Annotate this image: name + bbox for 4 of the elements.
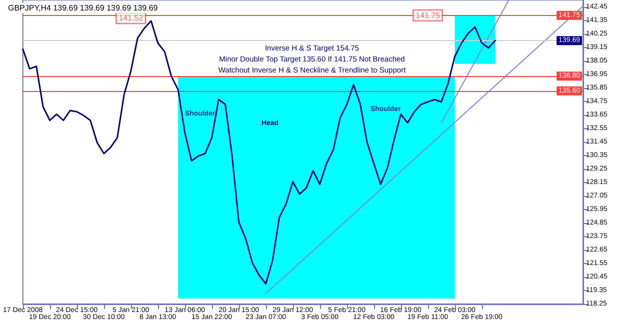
chart-title: GBPJPY,H4 139.69 139.69 139.69 139.69 [8, 4, 158, 12]
annotation: 141.75 [416, 10, 441, 20]
line-series [22, 20, 496, 284]
annotation: 141.52 [118, 14, 144, 23]
